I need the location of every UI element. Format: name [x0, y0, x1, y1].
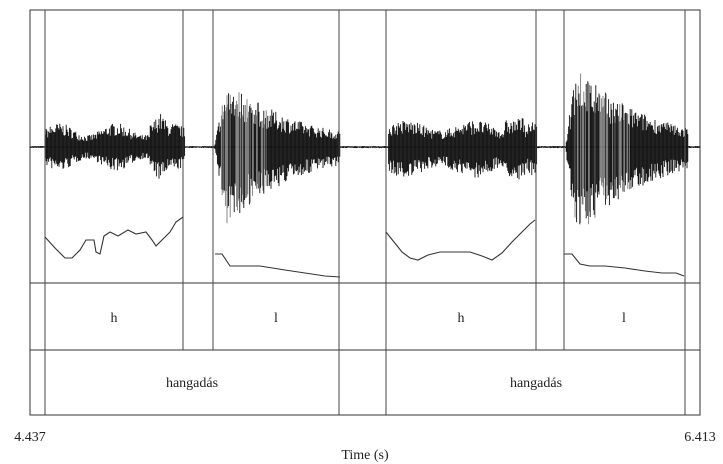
- tier1-label-l-2: l: [622, 311, 626, 326]
- time-axis-start: 4.437: [14, 430, 46, 445]
- tier1-label-h-1: h: [111, 311, 118, 326]
- tier1-label-h-2: h: [458, 311, 465, 326]
- tier1-boundaries: [44, 10, 686, 415]
- tier2-label-2: hangadás: [510, 376, 562, 391]
- waveform: [30, 73, 701, 225]
- pitch-contours: [44, 216, 685, 278]
- pitch-contour: [564, 253, 685, 277]
- pitch-contour: [385, 219, 536, 261]
- pitch-contour: [215, 253, 341, 278]
- tier1-label-l-1: l: [274, 311, 278, 326]
- time-axis-label: Time (s): [341, 448, 389, 463]
- time-axis-end: 6.413: [684, 430, 716, 445]
- tier2-label-1: hangadás: [166, 376, 218, 391]
- figure-frame: [29, 9, 701, 416]
- pitch-contour: [44, 216, 184, 259]
